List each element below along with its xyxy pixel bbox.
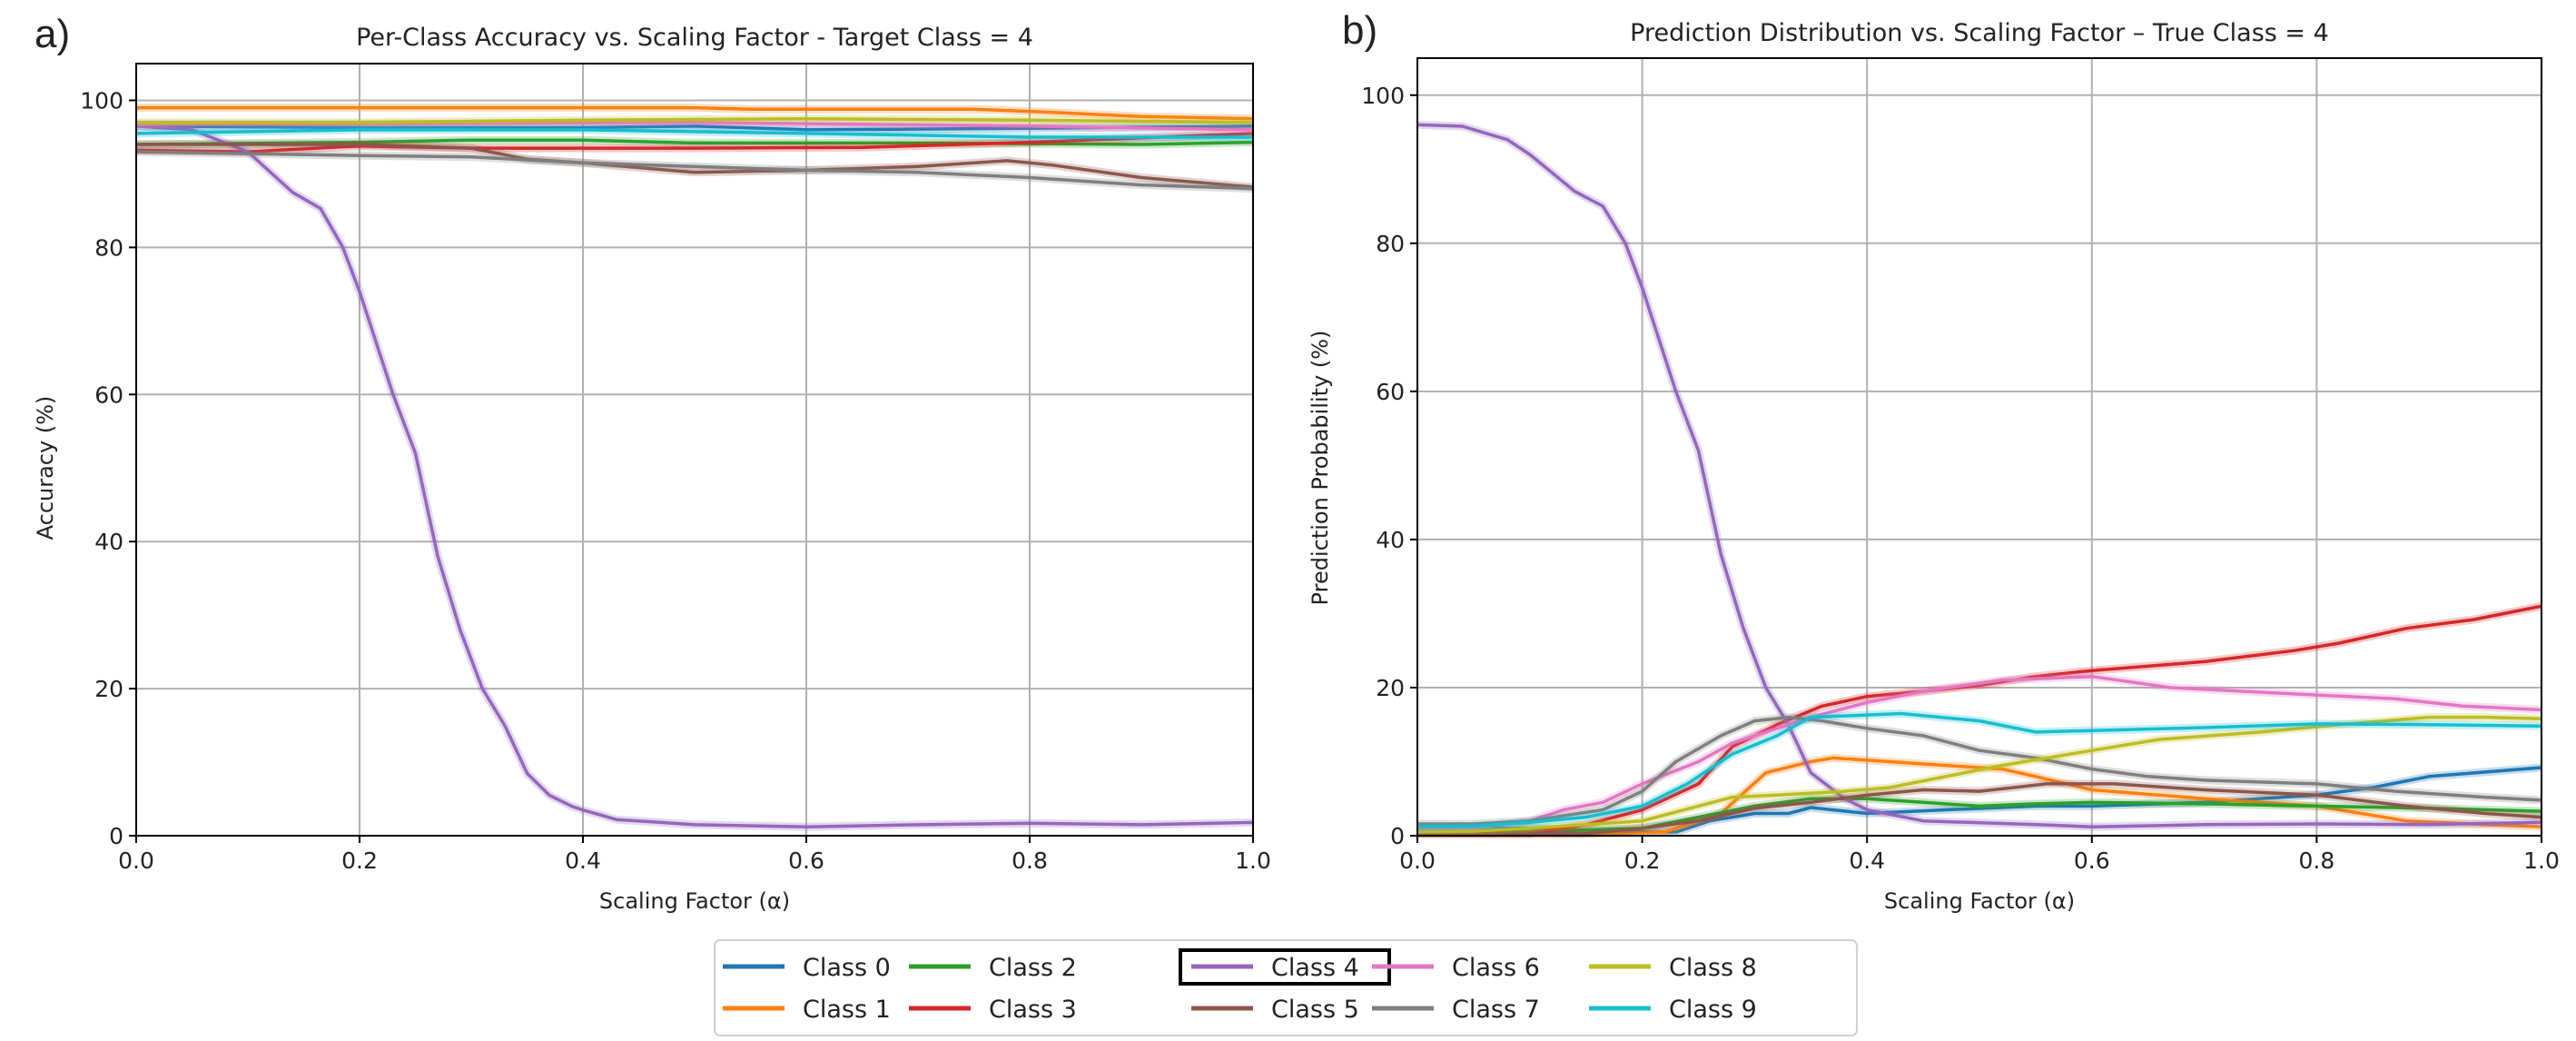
- series-line-class-3: [135, 132, 1254, 154]
- series-line-class-7: [1417, 715, 2542, 826]
- x-tick-label: 0.4: [565, 848, 601, 874]
- legend-item-class-7: Class 7: [1372, 996, 1540, 1024]
- y-tick-label: 80: [94, 234, 123, 261]
- series-line-class-5: [136, 143, 1254, 189]
- axes-frame: [135, 63, 1254, 837]
- y-axis-label-b: Prediction Probability (%): [1308, 331, 1333, 606]
- legend-item-class-2: Class 2: [909, 954, 1077, 982]
- x-tick-label: 0.4: [1849, 848, 1885, 874]
- x-tick-label: 0.8: [2299, 848, 2335, 874]
- legend-label: Class 0: [803, 954, 891, 982]
- legend-item-class-5: Class 5: [1191, 996, 1359, 1024]
- chart-title-a: Per-Class Accuracy vs. Scaling Factor - …: [356, 24, 1033, 52]
- accuracy-chart: a) Per-Class Accuracy vs. Scaling Factor…: [33, 12, 1271, 914]
- series-line-class-4: [135, 124, 1254, 829]
- x-tick-label: 0.6: [2074, 848, 2110, 874]
- y-tick-label: 80: [1376, 231, 1405, 257]
- legend-item-class-1: Class 1: [723, 996, 891, 1024]
- series-lines: [135, 104, 1254, 831]
- legend-label: Class 4: [1271, 954, 1359, 982]
- y-tick-label: 60: [94, 382, 123, 408]
- x-axis-label-a: Scaling Factor (α): [599, 888, 790, 914]
- x-tick-label: 0.8: [1012, 848, 1048, 874]
- y-tick-label: 0: [109, 823, 123, 849]
- x-tick-label: 1.0: [2523, 848, 2560, 874]
- legend-item-class-6: Class 6: [1372, 954, 1540, 982]
- x-tick-label: 0.0: [1399, 848, 1436, 874]
- y-tick-label: 40: [94, 529, 123, 555]
- legend-item-class-8: Class 8: [1589, 954, 1757, 982]
- series-line-class-8: [136, 116, 1254, 124]
- legend-label: Class 8: [1669, 954, 1757, 982]
- chart-title-b: Prediction Distribution vs. Scaling Fact…: [1630, 19, 2329, 47]
- legend-label: Class 6: [1452, 954, 1540, 982]
- series-line-class-0: [135, 124, 1254, 132]
- x-axis-label-b: Scaling Factor (α): [1884, 888, 2075, 914]
- legend-item-class-4: Class 4: [1191, 954, 1359, 982]
- series-line-class-5: [1417, 782, 2542, 836]
- y-axis-label-a: Accuracy (%): [33, 396, 58, 540]
- legend: Class 0 Class 1 Class 2 Class 3 Class 4 Class…: [714, 939, 1858, 1036]
- series-line-class-9: [1416, 711, 2542, 828]
- series-line-class-4: [1416, 123, 2542, 828]
- series-line-class-1: [136, 105, 1254, 121]
- panel-label-a: a): [35, 12, 70, 56]
- series-lines: [1416, 120, 2542, 838]
- y-tick-label: 100: [80, 87, 123, 114]
- legend-label: Class 3: [989, 996, 1077, 1024]
- y-tick-label: 60: [1376, 379, 1405, 405]
- series-line-class-7: [135, 150, 1254, 191]
- legend-item-class-9: Class 9: [1589, 996, 1757, 1024]
- axes-frame: [1416, 57, 2542, 837]
- legend-frame: [714, 939, 1858, 1036]
- prediction-chart: b) Prediction Distribution vs. Scaling F…: [1308, 8, 2560, 914]
- legend-item-class-3: Class 3: [909, 996, 1077, 1024]
- legend-item-class-0: Class 0: [723, 954, 891, 982]
- x-tick-label: 0.6: [788, 848, 824, 874]
- legend-label: Class 5: [1271, 996, 1359, 1024]
- x-tick-label: 0.0: [118, 848, 154, 874]
- legend-label: Class 9: [1669, 996, 1757, 1024]
- panel-label-b: b): [1342, 8, 1377, 53]
- x-tick-label: 0.2: [1624, 848, 1661, 874]
- y-tick-label: 20: [94, 676, 123, 702]
- confidence-band-class-4: [135, 122, 1254, 831]
- y-tick-label: 0: [1390, 823, 1405, 849]
- legend-label: Class 2: [989, 954, 1077, 982]
- legend-label: Class 1: [803, 996, 891, 1024]
- x-tick-label: 0.2: [341, 848, 378, 874]
- y-tick-label: 20: [1376, 675, 1405, 701]
- y-tick-label: 40: [1376, 527, 1405, 553]
- y-tick-label: 100: [1361, 83, 1405, 109]
- series-line-class-2: [135, 138, 1254, 146]
- x-tick-label: 1.0: [1235, 848, 1271, 874]
- series-line-class-9: [135, 128, 1253, 139]
- legend-label: Class 7: [1452, 996, 1540, 1024]
